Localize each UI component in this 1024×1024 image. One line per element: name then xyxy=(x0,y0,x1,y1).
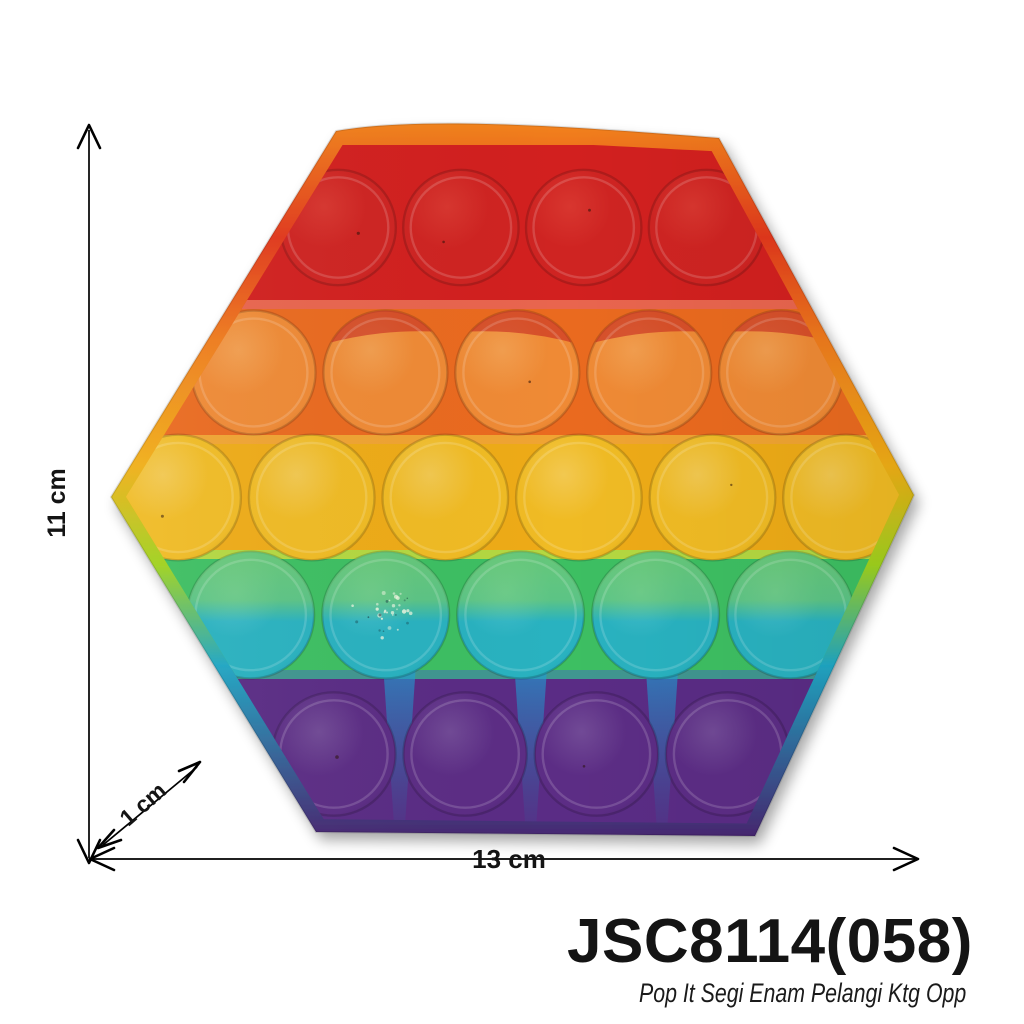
svg-text:13 cm: 13 cm xyxy=(472,844,546,874)
svg-text:11 cm: 11 cm xyxy=(43,468,71,538)
svg-text:1 cm: 1 cm xyxy=(114,777,171,831)
